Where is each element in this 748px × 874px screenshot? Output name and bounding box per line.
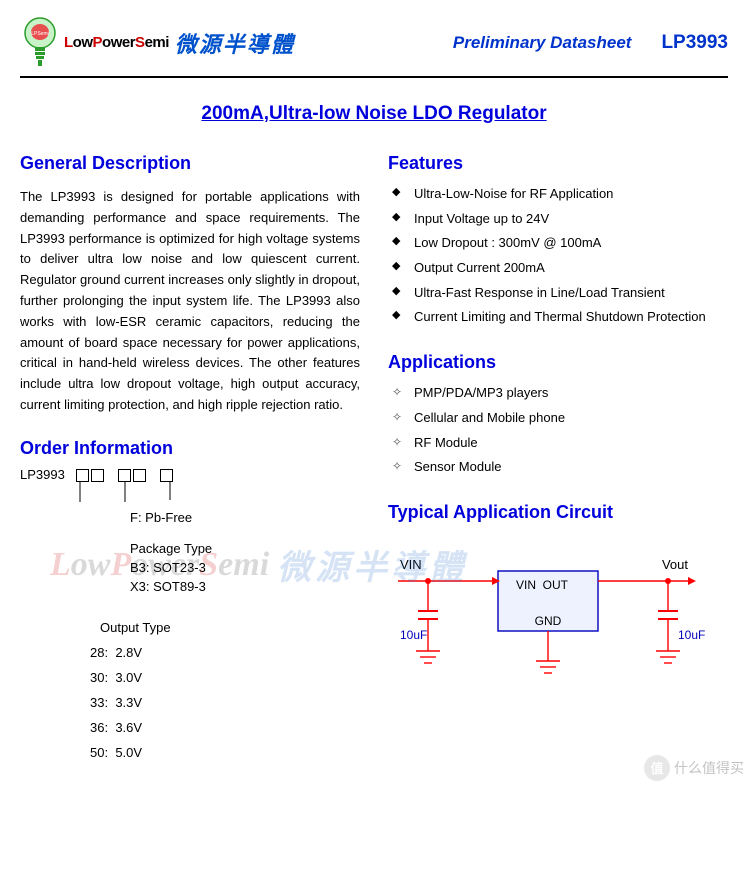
general-description-heading: General Description	[20, 153, 360, 174]
circuit-heading: Typical Application Circuit	[388, 502, 728, 523]
svg-text:VIN: VIN	[400, 557, 422, 572]
feature-item: Current Limiting and Thermal Shutdown Pr…	[388, 305, 728, 330]
order-voltage-list: 28: 2.8V 30: 3.0V 33: 3.3V 36: 3.6V 50: …	[90, 645, 360, 760]
applications-list: PMP/PDA/MP3 players Cellular and Mobile …	[388, 381, 728, 480]
application-item: PMP/PDA/MP3 players	[388, 381, 728, 406]
badge-text: 什么值得买	[674, 758, 744, 778]
page-title: 200mA,Ultra-low Noise LDO Regulator	[20, 103, 728, 125]
features-list: Ultra-Low-Noise for RF Application Input…	[388, 182, 728, 330]
svg-text:LPSemi: LPSemi	[31, 31, 49, 37]
order-prefix: LP3993	[20, 467, 65, 482]
order-pbfree: F: Pb-Free	[130, 510, 360, 525]
svg-text:OUT: OUT	[543, 578, 569, 592]
order-information-heading: Order Information	[20, 438, 360, 459]
badge-circle-icon: 值	[644, 755, 670, 781]
feature-item: Input Voltage up to 24V	[388, 207, 728, 232]
header-right: Preliminary Datasheet LP3993	[453, 32, 728, 54]
page-header: LPSemi LowPowerSemi 微源半導體 Preliminary Da…	[20, 15, 728, 78]
svg-text:VIN: VIN	[516, 578, 536, 592]
feature-item: Output Current 200mA	[388, 256, 728, 281]
features-heading: Features	[388, 153, 728, 174]
order-information-block: LP3993 F: Pb-Free Package Type B3: SOT23…	[20, 467, 360, 760]
general-description-text: The LP3993 is designed for portable appl…	[20, 187, 360, 416]
application-item: RF Module	[388, 431, 728, 456]
svg-text:Vout: Vout	[662, 557, 688, 572]
application-item: Cellular and Mobile phone	[388, 406, 728, 431]
application-circuit-diagram: VIN OUT GND VIN 10uF Vout 10uF	[388, 531, 728, 714]
part-number: LP3993	[661, 32, 728, 54]
svg-text:10uF: 10uF	[400, 628, 427, 642]
svg-text:GND: GND	[535, 614, 562, 628]
feature-item: Ultra-Low-Noise for RF Application	[388, 182, 728, 207]
applications-heading: Applications	[388, 352, 728, 373]
brand-english: LowPowerSemi	[64, 34, 169, 51]
corner-badge: 值 什么值得买	[644, 755, 744, 781]
logo: LPSemi LowPowerSemi 微源半導體	[20, 15, 295, 70]
brand-chinese: 微源半導體	[175, 27, 295, 59]
order-pkg-opt: B3: SOT23-3	[130, 560, 360, 575]
preliminary-label: Preliminary Datasheet	[453, 33, 632, 53]
order-pkg-opt: X3: SOT89-3	[130, 579, 360, 594]
order-package-heading: Package Type	[130, 541, 360, 556]
feature-item: Low Dropout : 300mV @ 100mA	[388, 231, 728, 256]
feature-item: Ultra-Fast Response in Line/Load Transie…	[388, 281, 728, 306]
lightbulb-icon: LPSemi	[20, 15, 60, 70]
svg-text:10uF: 10uF	[678, 628, 705, 642]
application-item: Sensor Module	[388, 455, 728, 480]
order-output-heading: Output Type	[100, 620, 360, 635]
